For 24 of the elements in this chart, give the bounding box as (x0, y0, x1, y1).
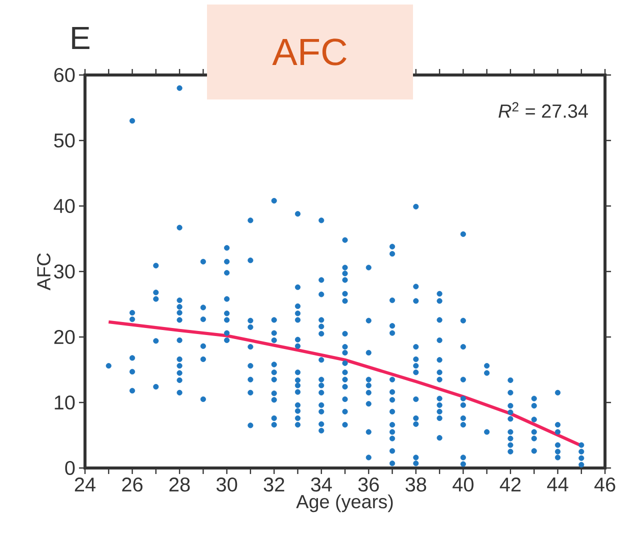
annotation: R$^{2}$ = 27.34 (498, 102, 588, 118)
x-tick-label: 34 (311, 478, 332, 492)
y-axis-title: AFC (37, 253, 50, 290)
x-tick-label: 36 (358, 478, 379, 492)
x-tick-label: 44 (547, 478, 568, 492)
x-tick-label: 30 (216, 478, 238, 492)
x-tick-label: 46 (594, 478, 616, 492)
x-axis-title: Age (years) (296, 494, 393, 512)
x-tick-label: 26 (122, 478, 142, 492)
x-tick-label: 40 (452, 478, 474, 492)
x-tick-label: 42 (500, 478, 521, 492)
chart-title: AFC (272, 38, 346, 66)
y-tick-label: 20 (54, 330, 75, 344)
text: E (72, 27, 90, 49)
y-tick-label: 0 (65, 460, 75, 476)
x-tick-label: 24 (74, 478, 96, 492)
y-tick-label: 50 (54, 133, 75, 148)
y-tick-label: 10 (54, 395, 75, 410)
x-tick-label: 28 (169, 478, 190, 492)
x-tick-label: 38 (406, 478, 426, 492)
x-tick-label: 32 (264, 478, 284, 492)
y-tick-label: 30 (54, 264, 75, 279)
y-tick-label: 40 (54, 198, 75, 214)
y-tick-label: 60 (54, 68, 75, 82)
